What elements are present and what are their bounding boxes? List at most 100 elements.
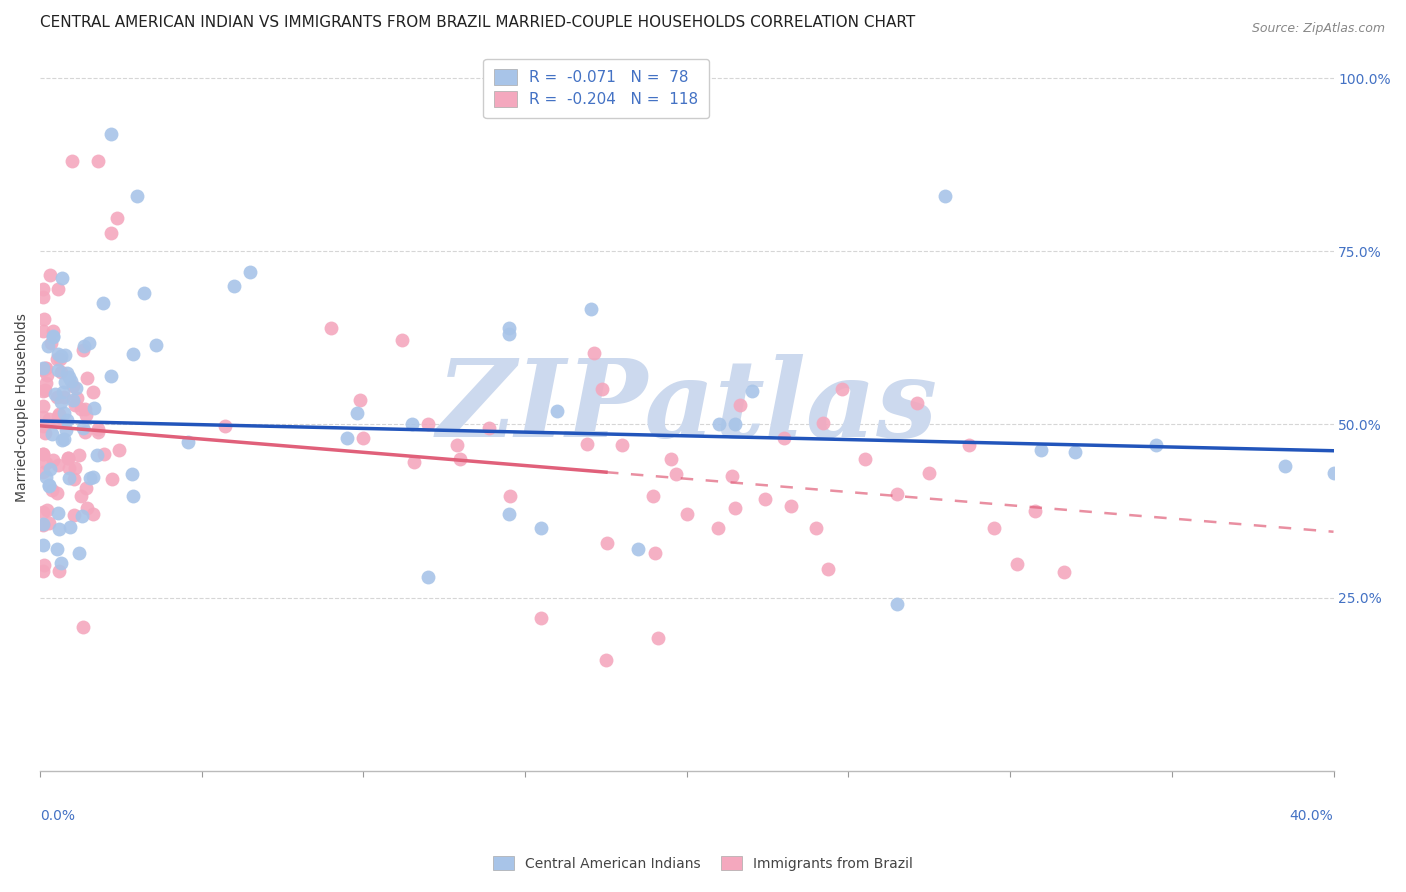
Point [610, 438, 633, 452]
Point [82, 470, 104, 484]
Point [1024, 504, 1046, 518]
Point [46, 542, 69, 557]
Point [56, 366, 79, 380]
Point [52, 385, 75, 400]
Point [65, 381, 87, 395]
Point [70, 401, 93, 416]
Point [32, 282, 55, 296]
Point [404, 455, 426, 469]
Point [69, 489, 91, 503]
Point [48, 458, 70, 473]
Point [132, 286, 155, 301]
Point [86, 448, 108, 462]
Point [934, 189, 956, 203]
Point [886, 486, 908, 500]
Point [886, 598, 908, 612]
Point [627, 542, 650, 557]
Point [145, 338, 167, 352]
Point [741, 384, 763, 398]
Point [100, 226, 122, 240]
Point [177, 435, 200, 450]
Point [34, 361, 56, 376]
Point [56, 451, 79, 466]
Point [86, 425, 108, 439]
Point [32, 324, 55, 338]
Text: CENTRAL AMERICAN INDIAN VS IMMIGRANTS FROM BRAZIL MARRIED-COUPLE HOUSEHOLDS CORR: CENTRAL AMERICAN INDIAN VS IMMIGRANTS FR… [41, 15, 915, 30]
Point [32, 399, 55, 413]
Point [52, 406, 75, 420]
Point [42, 330, 65, 344]
Point [105, 211, 128, 225]
Point [62, 379, 84, 393]
Point [418, 570, 440, 584]
Point [35, 360, 58, 375]
Point [498, 320, 520, 334]
Point [644, 546, 666, 560]
Point [49, 395, 72, 409]
Point [905, 396, 928, 410]
Point [100, 368, 122, 383]
Point [38, 516, 60, 530]
Point [595, 653, 617, 667]
Point [49, 365, 72, 379]
Point [91, 296, 114, 310]
Point [93, 447, 115, 461]
Point [728, 398, 751, 412]
Point [63, 508, 86, 522]
Point [82, 508, 104, 522]
Point [79, 471, 101, 485]
Point [72, 620, 94, 634]
Point [46, 282, 69, 296]
Point [659, 452, 682, 467]
Point [46, 415, 69, 429]
Point [1031, 443, 1053, 458]
Point [450, 452, 472, 467]
Point [32, 447, 55, 461]
Point [34, 426, 56, 441]
Point [32, 384, 55, 398]
Point [675, 508, 697, 522]
Point [46, 363, 69, 377]
Point [1144, 438, 1167, 452]
Point [575, 437, 598, 451]
Point [49, 352, 72, 367]
Point [46, 390, 69, 404]
Point [32, 363, 55, 377]
Point [72, 343, 94, 357]
Point [817, 562, 839, 576]
Point [239, 265, 262, 279]
Point [321, 320, 343, 334]
Point [32, 504, 55, 518]
Point [58, 470, 80, 484]
Text: ZIPatlas: ZIPatlas [436, 354, 938, 460]
Point [32, 518, 55, 533]
Point [583, 345, 606, 359]
Point [754, 492, 776, 507]
Point [38, 412, 60, 426]
Point [63, 461, 86, 475]
Point [53, 390, 76, 404]
Point [32, 538, 55, 552]
Point [100, 127, 122, 141]
Point [41, 427, 63, 442]
Point [498, 508, 520, 522]
Point [34, 470, 56, 484]
Legend: R =  -0.071   N =  78, R =  -0.204   N =  118: R = -0.071 N = 78, R = -0.204 N = 118 [484, 59, 709, 118]
Point [87, 422, 110, 436]
Point [63, 398, 86, 412]
Point [831, 382, 853, 396]
Point [32, 361, 55, 376]
Point [62, 154, 84, 169]
Point [75, 402, 97, 417]
Point [721, 469, 744, 483]
Point [32, 564, 55, 578]
Point [48, 407, 70, 421]
Point [58, 370, 80, 384]
Point [37, 339, 59, 353]
Point [45, 352, 67, 367]
Point [59, 520, 82, 534]
Point [546, 403, 568, 417]
Point [34, 558, 56, 572]
Point [591, 383, 613, 397]
Point [530, 521, 553, 535]
